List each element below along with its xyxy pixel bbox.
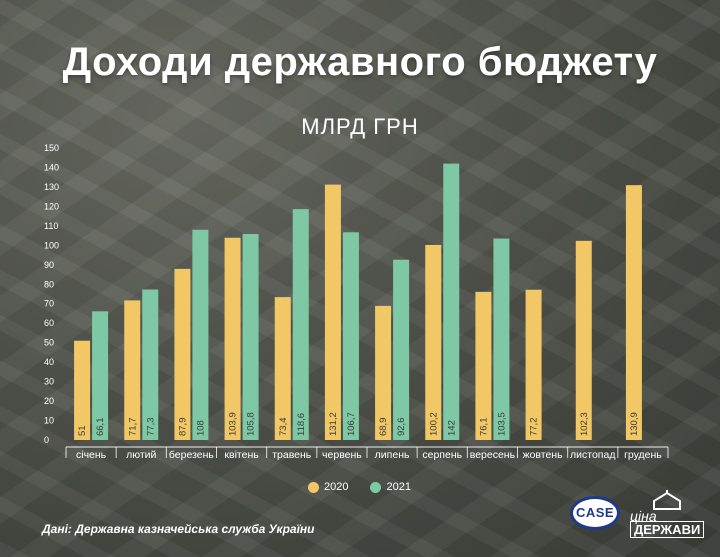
y-tick-label: 120 <box>44 201 59 211</box>
x-tick-label: червень <box>322 449 362 461</box>
data-label-2020-червень: 131,2 <box>328 412 339 436</box>
bar-2020-грудень <box>626 185 642 440</box>
data-label-2020-лютий: 71,7 <box>127 418 138 437</box>
x-tick-label: березень <box>169 449 215 461</box>
bar-2021-квітень <box>243 234 259 440</box>
y-tick-label: 40 <box>44 357 54 367</box>
x-tick-label: січень <box>76 449 107 461</box>
y-tick-label: 60 <box>44 318 54 328</box>
y-tick-label: 140 <box>44 162 59 172</box>
x-tick-label: серпень <box>422 449 462 461</box>
data-label-2020-листопад: 102,3 <box>579 412 590 436</box>
y-tick-label: 90 <box>44 260 54 270</box>
y-tick-label: 150 <box>44 143 59 153</box>
bar-2021-серпень <box>443 164 459 440</box>
bar-2020-листопад <box>576 241 592 440</box>
data-label-2021-січень: 66,1 <box>95 418 106 437</box>
data-label-2020-грудень: 130,9 <box>629 412 640 436</box>
x-tick-label: грудень <box>624 449 662 461</box>
y-tick-label: 130 <box>44 182 59 192</box>
bar-2020-жовтень <box>526 290 542 440</box>
data-label-2021-липень: 92,6 <box>396 418 407 437</box>
bar-2020-червень <box>325 185 341 440</box>
y-tick-label: 50 <box>44 338 54 348</box>
bar-2021-липень <box>393 260 409 440</box>
legend-label-2021: 2021 <box>386 481 410 493</box>
data-label-2020-липень: 68,9 <box>378 418 389 437</box>
y-tick-label: 30 <box>44 377 54 387</box>
x-tick-label: липень <box>375 449 410 461</box>
building-icon <box>652 490 682 510</box>
data-label-2021-червень: 106,7 <box>346 412 357 436</box>
legend-swatch-2020 <box>308 482 319 493</box>
x-tick-label: листопад <box>570 449 615 461</box>
legend-item-2020: 2020 <box>308 481 348 493</box>
bar-2021-травень <box>293 209 309 440</box>
y-tick-label: 110 <box>44 221 58 231</box>
x-tick-label: квітень <box>224 449 259 461</box>
y-tick-label: 0 <box>44 435 49 445</box>
data-label-2020-квітень: 103,9 <box>228 412 239 436</box>
legend: 2020 2021 <box>308 481 411 493</box>
data-label-2021-вересень: 103,5 <box>496 412 507 436</box>
x-tick-label: жовтень <box>523 449 564 461</box>
x-tick-label: лютий <box>126 449 156 461</box>
y-tick-label: 100 <box>44 240 59 250</box>
x-tick-label: травень <box>272 449 312 461</box>
data-label-2021-березень: 108 <box>195 420 206 436</box>
y-tick-label: 10 <box>44 416 54 426</box>
data-label-2020-жовтень: 77,2 <box>529 418 540 437</box>
data-label-2020-березень: 87,9 <box>177 418 188 437</box>
data-label-2021-травень: 118,6 <box>296 413 307 436</box>
y-tick-label: 70 <box>44 299 54 309</box>
tsina-derzhavy-logo: ціна ДЕРЖАВИ <box>626 490 698 538</box>
bar-2021-березень <box>192 230 208 440</box>
legend-label-2020: 2020 <box>324 481 348 493</box>
data-label-2020-січень: 51 <box>77 425 88 436</box>
bar-2020-серпень <box>425 245 441 440</box>
source-note: Дані: Державна казначейська служба Украї… <box>42 522 315 536</box>
data-label-2021-квітень: 105,8 <box>246 412 257 436</box>
case-logo-text: CASE <box>570 505 620 520</box>
data-label-2020-травень: 73,4 <box>278 418 289 437</box>
y-tick-label: 80 <box>44 279 54 289</box>
legend-item-2021: 2021 <box>370 481 410 493</box>
bar-2020-квітень <box>225 238 241 440</box>
x-tick-label: вересень <box>470 449 516 461</box>
case-logo: CASE <box>570 496 620 530</box>
bar-2021-лютий <box>142 290 158 440</box>
bar-2020-січень <box>74 341 90 440</box>
tsina-logo-line2: ДЕРЖАВИ <box>630 521 704 538</box>
legend-swatch-2021 <box>370 482 381 493</box>
bar-2021-вересень <box>493 239 509 440</box>
data-label-2021-лютий: 77,3 <box>145 418 156 437</box>
data-label-2020-вересень: 76,1 <box>478 418 489 437</box>
bar-2020-березень <box>174 269 190 440</box>
bar-2021-червень <box>343 232 359 440</box>
data-label-2021-серпень: 142 <box>446 420 457 436</box>
data-label-2020-серпень: 100,2 <box>428 412 439 436</box>
y-tick-label: 20 <box>44 396 54 406</box>
